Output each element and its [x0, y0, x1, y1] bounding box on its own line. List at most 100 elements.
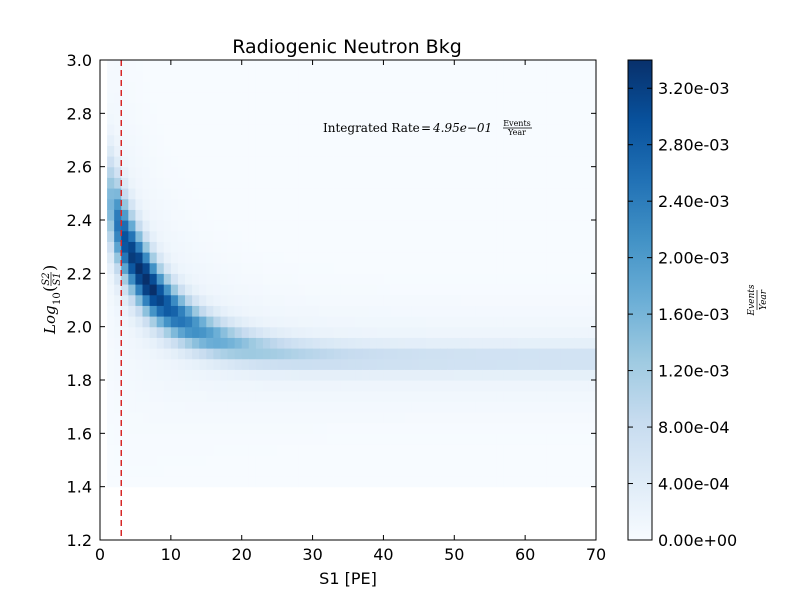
heatmap-cell — [418, 252, 427, 264]
heatmap-cell — [241, 220, 250, 232]
heatmap-cell — [518, 220, 526, 232]
heatmap-cell — [192, 433, 200, 445]
heatmap-cell — [376, 412, 385, 424]
heatmap-cell — [496, 454, 505, 466]
heatmap-cell — [348, 81, 356, 93]
heatmap-cell — [348, 326, 356, 338]
heatmap-cell — [404, 230, 413, 242]
heatmap-cell — [348, 198, 356, 210]
heatmap-cell — [518, 390, 526, 402]
heatmap-cell — [404, 465, 413, 477]
heatmap-cell — [326, 284, 335, 296]
heatmap-cell — [482, 294, 491, 306]
heatmap-cell — [489, 337, 498, 349]
heatmap-cell — [532, 454, 540, 466]
heatmap-cell — [312, 412, 321, 424]
heatmap-cell — [411, 166, 420, 178]
heatmap-cell — [135, 294, 144, 306]
heatmap-cell — [277, 177, 285, 189]
heatmap-cell — [468, 220, 477, 232]
heatmap-cell — [128, 412, 137, 424]
heatmap-cell — [107, 177, 115, 189]
heatmap-cell — [284, 284, 292, 296]
heatmap-cell — [326, 124, 335, 136]
heatmap-cell — [518, 422, 526, 434]
heatmap-cell — [404, 81, 413, 93]
heatmap-cell — [333, 145, 342, 157]
heatmap-cell — [525, 422, 533, 434]
heatmap-cell — [177, 220, 186, 232]
heatmap-cell — [532, 273, 540, 285]
heatmap-cell — [440, 134, 448, 146]
heatmap-cell — [298, 412, 307, 424]
heatmap-cell — [262, 156, 271, 168]
heatmap-cell — [135, 305, 144, 317]
heatmap-cell — [461, 188, 470, 200]
heatmap-cell — [114, 422, 122, 434]
heatmap-cell — [539, 166, 547, 178]
heatmap-cell — [588, 390, 597, 402]
heatmap-cell — [574, 92, 583, 104]
heatmap-cell — [362, 198, 370, 210]
heatmap-cell — [468, 156, 477, 168]
heatmap-cell — [326, 262, 335, 274]
heatmap-cell — [567, 60, 576, 72]
heatmap-cell — [454, 284, 462, 296]
heatmap-cell — [560, 177, 569, 189]
heatmap-cell — [234, 316, 243, 328]
heatmap-cell — [255, 70, 264, 82]
heatmap-cell — [397, 326, 406, 338]
heatmap-cell — [581, 70, 590, 82]
heatmap-cell — [532, 188, 540, 200]
heatmap-cell — [433, 209, 441, 221]
x-tick-label: 30 — [302, 545, 322, 564]
heatmap-cell — [192, 134, 200, 146]
heatmap-cell — [170, 465, 179, 477]
heatmap-cell — [404, 92, 413, 104]
heatmap-cell — [319, 422, 328, 434]
heatmap-cell — [163, 124, 172, 136]
heatmap-cell — [213, 177, 222, 189]
heatmap-cell — [227, 209, 236, 221]
heatmap-cell — [567, 220, 576, 232]
y-tick-label: 3.0 — [67, 51, 92, 70]
heatmap-cell — [121, 241, 129, 253]
heatmap-cell — [149, 262, 158, 274]
heatmap-cell — [383, 230, 392, 242]
heatmap-cell — [213, 198, 222, 210]
heatmap-cell — [142, 188, 151, 200]
heatmap-cell — [170, 124, 179, 136]
heatmap-cell — [503, 92, 512, 104]
heatmap-cell — [305, 305, 314, 317]
heatmap-cell — [454, 198, 462, 210]
heatmap-cell — [440, 454, 448, 466]
heatmap-cell — [305, 92, 314, 104]
heatmap-cell — [291, 156, 299, 168]
heatmap-cell — [340, 422, 349, 434]
heatmap-cell — [418, 198, 427, 210]
heatmap-cell — [525, 316, 533, 328]
heatmap-cell — [418, 134, 427, 146]
heatmap-cell — [546, 70, 555, 82]
heatmap-cell — [170, 156, 179, 168]
heatmap-cell — [213, 241, 222, 253]
heatmap-cell — [525, 465, 533, 477]
heatmap-cell — [348, 230, 356, 242]
heatmap-cell — [163, 273, 172, 285]
heatmap-cell — [284, 113, 292, 125]
heatmap-cell — [348, 241, 356, 253]
heatmap-cell — [532, 262, 540, 274]
heatmap-cell — [539, 390, 547, 402]
heatmap-cell — [185, 369, 193, 381]
heatmap-cell — [461, 390, 470, 402]
heatmap-cell — [510, 156, 519, 168]
heatmap-cell — [482, 390, 491, 402]
heatmap-cell — [475, 262, 484, 274]
heatmap-cell — [581, 465, 590, 477]
heatmap-cell — [355, 177, 363, 189]
heatmap-cell — [532, 422, 540, 434]
heatmap-cell — [340, 252, 349, 264]
heatmap-cell — [149, 252, 158, 264]
heatmap-cell — [135, 337, 144, 349]
heatmap-cell — [404, 401, 413, 413]
